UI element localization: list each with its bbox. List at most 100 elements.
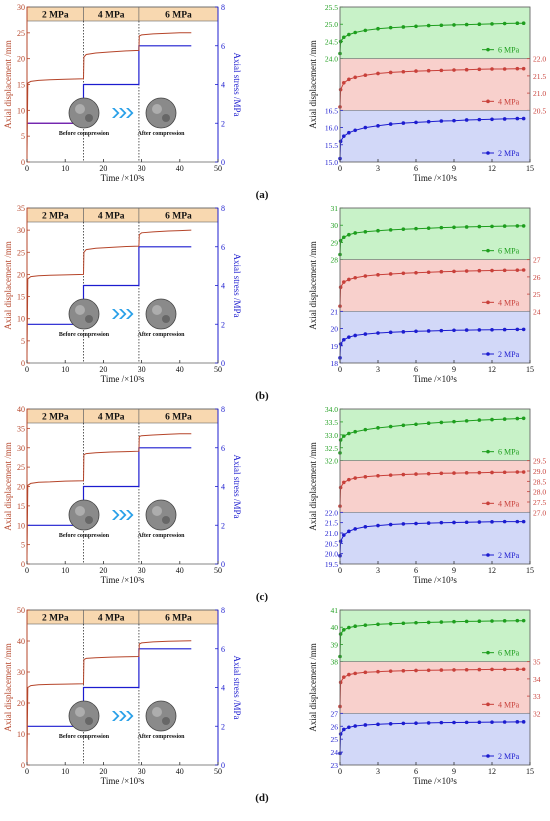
series-point — [353, 671, 358, 676]
series-point — [477, 67, 482, 72]
series-point — [338, 732, 343, 736]
series-point — [363, 474, 368, 479]
series-point — [353, 128, 358, 133]
after-compression-label: After compression — [138, 533, 186, 539]
y-tick-label: 30 — [17, 3, 25, 12]
specimen-photo-after — [145, 499, 177, 531]
legend-marker — [486, 248, 490, 253]
y2-tick-label: 2 — [221, 521, 225, 530]
series-point — [388, 473, 393, 477]
specimen-photo-after — [145, 700, 177, 732]
series-point — [376, 669, 380, 674]
legend-marker — [486, 151, 490, 155]
band-tick-label: 23 — [331, 761, 339, 770]
series-point — [439, 668, 444, 672]
legend-marker — [486, 449, 490, 454]
x-tick-label: 0 — [25, 164, 29, 173]
band-6-mpa: 38 39 40 41 6 MPa — [331, 606, 531, 667]
band-tick-label: 25 — [331, 735, 339, 744]
y-tick-label: 20 — [17, 699, 25, 708]
y-tick-label: 30 — [17, 226, 25, 235]
series-point — [452, 118, 456, 123]
photo-after: After compression — [138, 97, 186, 137]
series-point — [477, 667, 482, 672]
series-point — [353, 624, 358, 628]
series-point — [490, 67, 494, 71]
band-tick-label: 39 — [331, 640, 339, 649]
series-point — [342, 533, 346, 537]
series-point — [439, 23, 444, 28]
series-point — [426, 721, 431, 725]
stage-label: 4 MPa — [98, 413, 125, 423]
series-point — [338, 238, 343, 243]
band-tick-label: 21.0 — [533, 89, 546, 98]
series-point — [363, 332, 368, 336]
series-point — [363, 723, 368, 727]
x-axis-label: Time /×10³s — [413, 173, 457, 183]
y2-tick-label: 2 — [221, 119, 225, 128]
legend-label: 6 MPa — [498, 247, 520, 256]
series-point — [490, 22, 494, 26]
x-tick-label: 20 — [99, 566, 107, 575]
series-point — [353, 333, 358, 338]
y2-tick-label: 0 — [221, 761, 225, 770]
band-tick-label: 27 — [331, 709, 339, 718]
series-point — [490, 470, 494, 475]
band-background — [339, 609, 531, 662]
after-compression-label: After compression — [138, 131, 186, 137]
x-tick-label: 3 — [376, 767, 380, 776]
series-point — [521, 720, 526, 724]
x-axis-label: Time /×10³s — [413, 575, 457, 585]
series-point — [452, 419, 456, 424]
x-tick-label: 50 — [214, 365, 222, 374]
y-tick-label: 20 — [17, 483, 25, 492]
series-point — [376, 71, 380, 76]
photo-highlight — [75, 305, 85, 315]
stage-label: 6 MPa — [165, 212, 192, 222]
y-tick-label: 30 — [17, 444, 25, 453]
right-plot-frame — [339, 408, 531, 565]
x-tick-label: 0 — [25, 767, 29, 776]
series-point — [353, 429, 358, 434]
x-tick-label: 3 — [376, 365, 380, 374]
series-point — [477, 268, 482, 273]
x-tick-label: 10 — [61, 566, 69, 575]
series-point — [452, 23, 456, 27]
series-point — [388, 25, 393, 30]
band-tick-label: 19 — [331, 342, 339, 351]
series-point — [414, 270, 418, 275]
y-tick-label: 25 — [17, 248, 25, 257]
band-tick-label: 18 — [331, 359, 339, 368]
x-tick-label: 15 — [526, 164, 534, 173]
series-point — [347, 32, 351, 37]
band-tick-label: 35 — [533, 658, 541, 667]
x-tick-label: 15 — [526, 566, 534, 575]
series-point — [388, 70, 393, 75]
series-point — [388, 522, 393, 527]
arrow-chevron-icon — [126, 108, 134, 118]
photo-shadow — [162, 717, 170, 725]
series-point — [414, 422, 418, 427]
displacement-series-line — [26, 433, 192, 557]
photo-after: After compression — [138, 700, 185, 740]
band-tick-label: 19.5 — [325, 560, 338, 569]
y-tick-label: 5 — [21, 541, 25, 550]
band-tick-label: 32 — [533, 709, 541, 718]
panel-label: (b) — [255, 390, 269, 402]
series-point — [439, 620, 444, 624]
series-point — [347, 477, 351, 482]
series-point — [401, 69, 406, 74]
series-point — [347, 130, 351, 135]
series-point — [477, 117, 482, 122]
photo-shadow — [162, 315, 170, 323]
band-tick-label: 20.5 — [533, 106, 546, 115]
band-tick-label: 33.5 — [325, 418, 338, 427]
y2-tick-label: 2 — [221, 722, 225, 731]
y-axis-label: Axial displacement /mm — [3, 442, 13, 530]
band-tick-label: 30 — [331, 221, 339, 230]
series-point — [464, 67, 469, 72]
series-point — [464, 619, 469, 624]
x-tick-label: 30 — [138, 164, 146, 173]
series-point — [452, 328, 456, 333]
